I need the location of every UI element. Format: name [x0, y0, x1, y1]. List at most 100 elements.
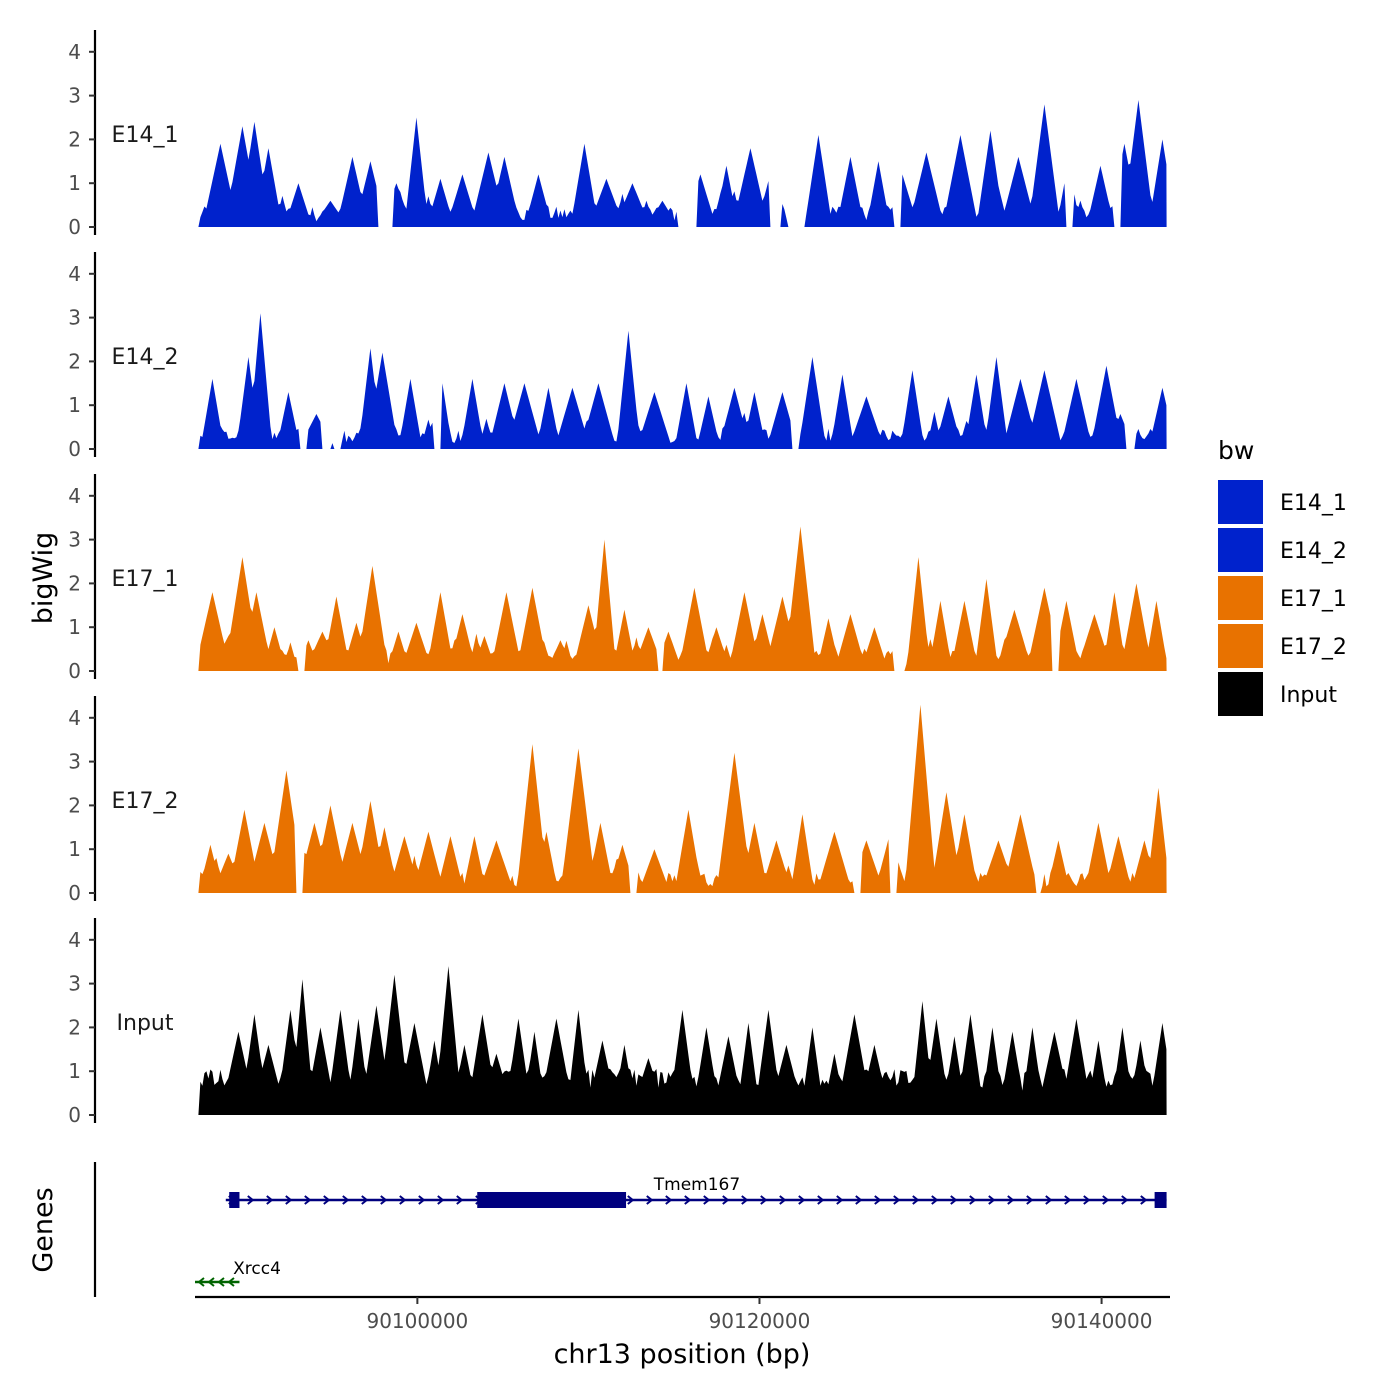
y-tick-label: 1	[68, 837, 81, 861]
gene-tmem167: Tmem167	[225, 1175, 1167, 1208]
gene-exon	[229, 1192, 240, 1208]
strand-arrow	[304, 1195, 312, 1205]
strand-arrow	[1102, 1195, 1110, 1205]
strand-arrow	[665, 1195, 673, 1205]
strand-arrow	[722, 1195, 730, 1205]
y-tick-label: 0	[68, 659, 81, 683]
strand-arrow	[988, 1195, 996, 1205]
strand-arrow	[380, 1195, 388, 1205]
y-tick-label: 3	[68, 306, 81, 330]
coverage-area-e17-2	[198, 704, 1167, 893]
strand-arrow	[684, 1195, 692, 1205]
strand-arrow	[703, 1195, 711, 1205]
legend-label: E17_1	[1280, 587, 1347, 612]
panel-e17-1: 0 1 2 3 4 E17_1	[68, 474, 1167, 683]
strand-arrow	[1007, 1195, 1015, 1205]
legend-key-e14-1	[1218, 480, 1263, 524]
strand-arrow	[855, 1195, 863, 1205]
legend-key-e17-2	[1218, 624, 1263, 668]
strand-arrow	[969, 1195, 977, 1205]
strand-arrow	[1045, 1195, 1053, 1205]
strand-arrow	[342, 1195, 350, 1205]
track-label: E14_2	[112, 345, 179, 370]
legend-title: bw	[1218, 436, 1254, 465]
strand-arrow	[217, 1277, 225, 1287]
y-tick-label: 4	[68, 706, 81, 730]
y-tick-label: 0	[68, 437, 81, 461]
panel-e14-1: 0 1 2 3 4 E14_1	[68, 30, 1167, 239]
strand-arrow	[197, 1277, 205, 1287]
y-tick-label: 1	[68, 171, 81, 195]
strand-arrow	[760, 1195, 768, 1205]
strand-arrow	[437, 1195, 445, 1205]
track-label: Input	[117, 1011, 174, 1036]
y-tick-label: 2	[68, 1015, 81, 1039]
y-tick-label: 1	[68, 1059, 81, 1083]
y-tick-label: 3	[68, 972, 81, 996]
legend-key-e17-1	[1218, 576, 1263, 620]
y-tick-label: 4	[68, 40, 81, 64]
strand-arrow	[874, 1195, 882, 1205]
strand-arrow	[741, 1195, 749, 1205]
legend: bw E14_1 E14_2 E17_1 E17_2 Input	[1218, 436, 1347, 716]
coverage-area-e14-1	[198, 100, 1167, 227]
y-tick-label: 4	[68, 262, 81, 286]
coverage-area-e17-1	[198, 526, 1167, 671]
legend-label: E14_1	[1280, 491, 1347, 516]
strand-arrow	[285, 1195, 293, 1205]
legend-key-input	[1218, 672, 1263, 716]
x-tick-label: 90120000	[709, 1309, 811, 1333]
strand-arrow	[931, 1195, 939, 1205]
track-label: E17_1	[112, 567, 179, 592]
x-axis-title: chr13 position (bp)	[554, 1339, 811, 1370]
strand-arrow	[627, 1195, 635, 1205]
strand-arrow	[893, 1195, 901, 1205]
y-tick-label: 2	[68, 793, 81, 817]
track-label: E14_1	[112, 123, 179, 148]
coverage-area-e14-2	[198, 313, 1167, 449]
y-tick-label: 1	[68, 393, 81, 417]
gene-xrcc4: Xrcc4	[195, 1259, 281, 1287]
strand-arrow	[266, 1195, 274, 1205]
y-tick-label: 2	[68, 571, 81, 595]
strand-arrow	[323, 1195, 331, 1205]
legend-label: E14_2	[1280, 539, 1347, 564]
y-tick-label: 3	[68, 84, 81, 108]
strand-arrow	[836, 1195, 844, 1205]
strand-arrow	[1083, 1195, 1091, 1205]
strand-arrow	[207, 1277, 215, 1287]
gene-exon	[1154, 1192, 1167, 1208]
x-tick-label: 90140000	[1051, 1309, 1153, 1333]
y-tick-label: 3	[68, 528, 81, 552]
strand-arrow	[646, 1195, 654, 1205]
y-tick-label: 2	[68, 127, 81, 151]
panel-input: 0 1 2 3 4 Input	[68, 918, 1167, 1127]
strand-arrow	[1140, 1195, 1148, 1205]
x-tick-label: 90100000	[366, 1309, 468, 1333]
y-tick-label: 4	[68, 928, 81, 952]
strand-arrow	[418, 1195, 426, 1205]
y-tick-label: 0	[68, 1103, 81, 1127]
legend-key-e14-2	[1218, 528, 1263, 572]
genes-panel-title: Genes	[28, 1187, 59, 1272]
strand-arrow	[227, 1277, 235, 1287]
strand-arrow	[1064, 1195, 1072, 1205]
gene-exon	[477, 1192, 627, 1208]
gene-track: Tmem167 Xrcc4	[195, 1175, 1167, 1287]
strand-arrow	[1121, 1195, 1129, 1205]
panel-e14-2: 0 1 2 3 4 E14_2	[68, 252, 1167, 461]
y-axis-title: bigWig	[28, 532, 59, 625]
coverage-area-input	[198, 966, 1167, 1115]
y-tick-label: 3	[68, 750, 81, 774]
strand-arrow	[361, 1195, 369, 1205]
gene-label: Tmem167	[653, 1175, 740, 1195]
y-tick-label: 2	[68, 349, 81, 373]
panel-e17-2: 0 1 2 3 4 E17_2	[68, 696, 1167, 905]
track-panels: 0 1 2 3 4 E14_1 0 1 2 3 4 E14_2 0 1 2 3 4 E17_1 0 1 2 3 4 E17_2…	[68, 30, 1167, 1127]
y-tick-label: 1	[68, 615, 81, 639]
legend-label: Input	[1280, 683, 1337, 708]
strand-arrow	[798, 1195, 806, 1205]
strand-arrow	[950, 1195, 958, 1205]
